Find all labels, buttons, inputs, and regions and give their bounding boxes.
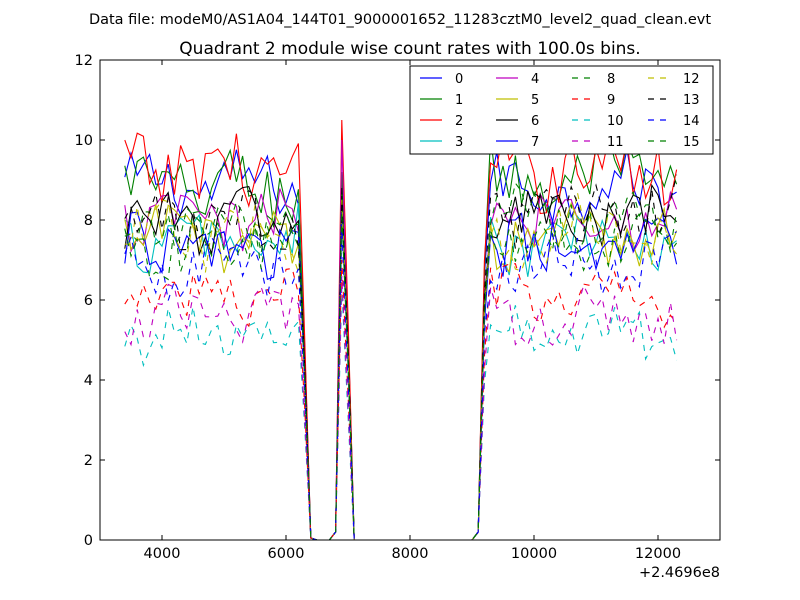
legend-label-13: 13 [683,93,700,108]
legend-label-11: 11 [607,135,624,150]
legend-label-15: 15 [683,135,700,150]
legend-label-8: 8 [607,72,615,87]
legend-label-2: 2 [455,114,463,129]
x-tick-label: 6000 [268,546,305,562]
x-tick-label: 12000 [635,546,681,562]
legend-label-3: 3 [455,135,463,150]
legend-label-1: 1 [455,93,463,108]
y-tick-label: 6 [84,293,93,309]
legend-frame [409,65,714,155]
legend-label-9: 9 [607,93,615,108]
x-tick-label: 4000 [144,546,181,562]
legend-label-7: 7 [531,135,539,150]
x-tick-label: 8000 [392,546,429,562]
x-offset-label: +2.4696e8 [639,565,720,581]
legend-label-10: 10 [607,114,624,129]
legend-label-5: 5 [531,93,539,108]
y-tick-label: 12 [75,53,93,69]
y-tick-label: 0 [84,533,93,549]
series-line-9 [124,259,678,541]
legend-label-0: 0 [455,72,463,87]
series-line-13 [124,174,678,541]
y-tick-label: 8 [84,213,93,229]
y-tick-label: 2 [84,453,93,469]
x-tick-label: 10000 [511,546,557,562]
chart-title: Quadrant 2 module wise count rates with … [179,39,640,59]
y-tick-label: 10 [75,133,93,149]
y-tick-label: 4 [84,373,93,389]
chart-suptitle: Data file: modeM0/AS1A04_144T01_90000016… [89,12,711,28]
legend-label-4: 4 [531,72,539,87]
legend-label-6: 6 [531,114,539,129]
legend-label-12: 12 [683,72,700,87]
series-line-8 [124,181,678,541]
legend-label-14: 14 [683,114,700,129]
